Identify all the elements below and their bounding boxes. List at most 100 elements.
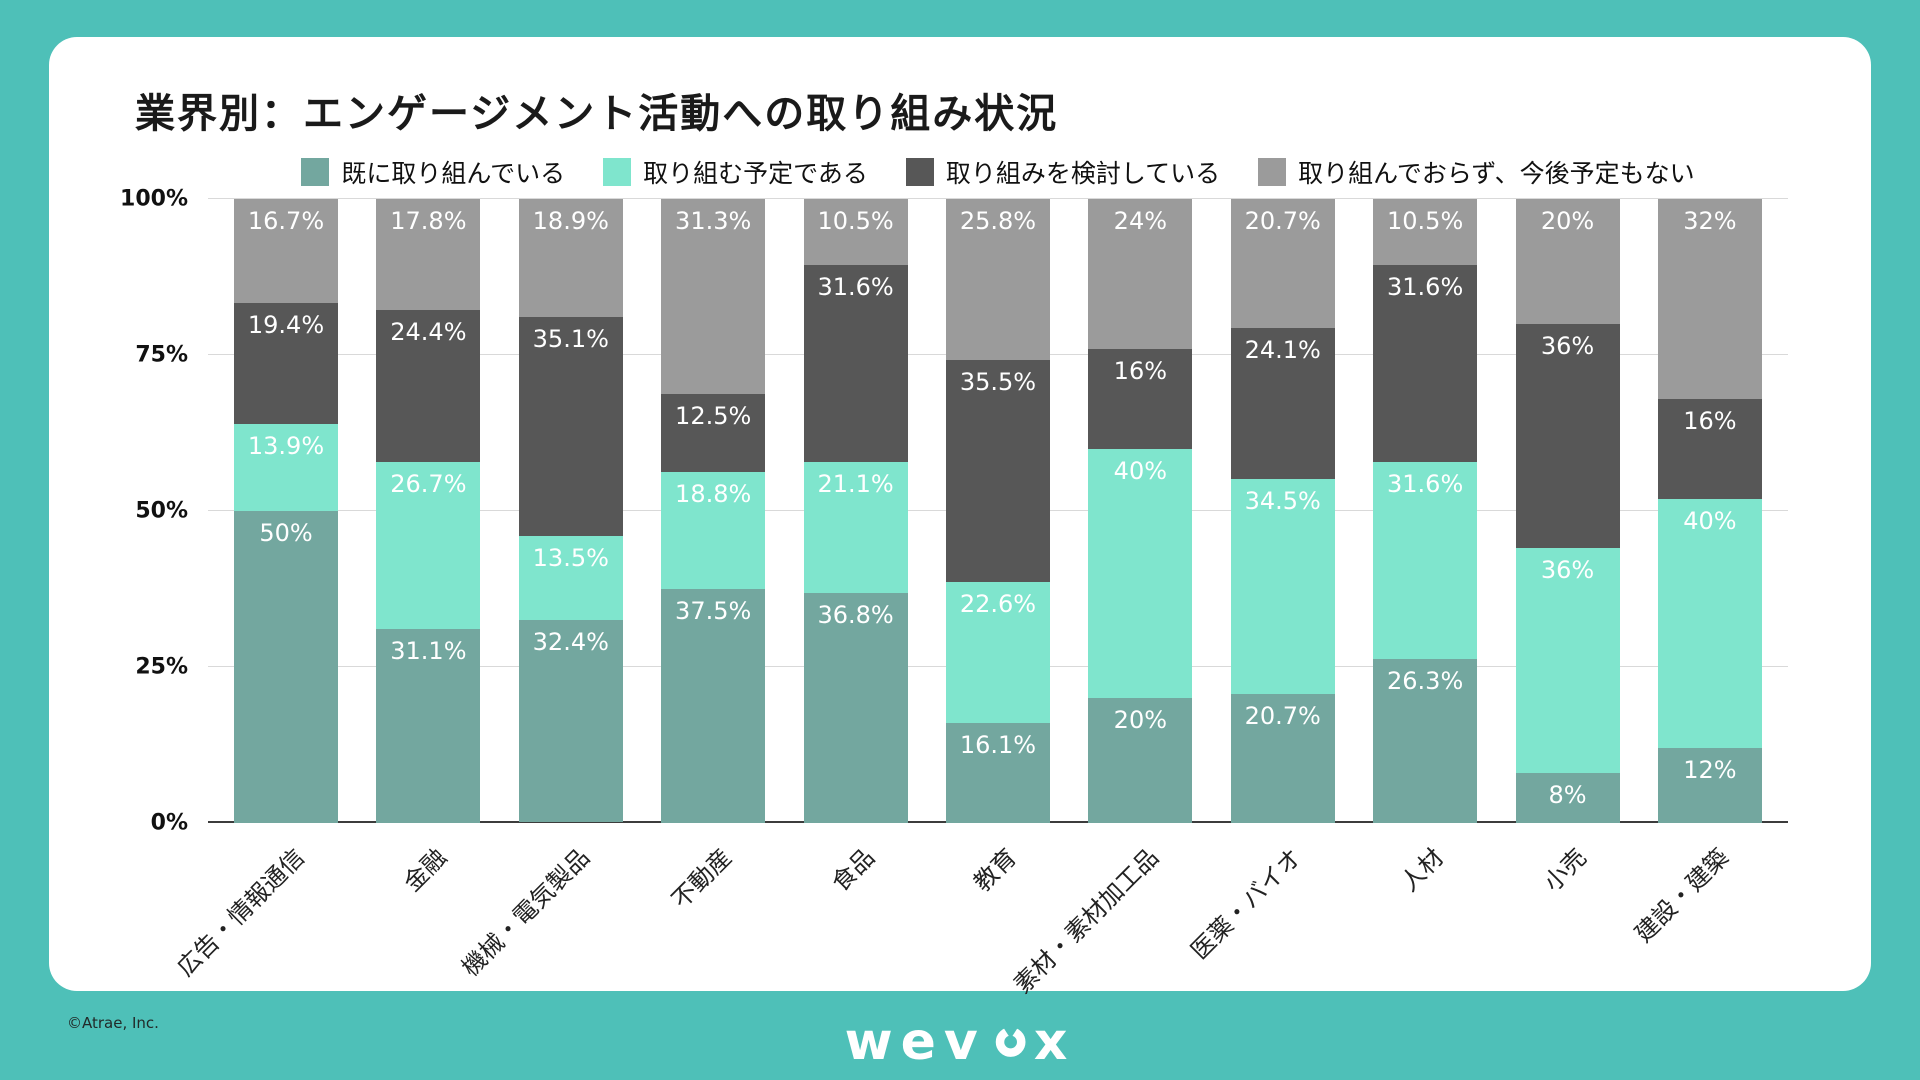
bar-segment: 16.1% <box>945 722 1050 823</box>
bar-segment: 16% <box>1088 348 1193 449</box>
segment-value-label: 20% <box>1540 207 1595 235</box>
bar-小売: 20% 36% 36% 8% 小売 <box>1515 199 1620 897</box>
segment-value-label: 25.8% <box>959 207 1037 235</box>
segment-value-label: 34.5% <box>1244 486 1321 515</box>
bar-segment: 19.4% <box>234 303 338 425</box>
segment-value-label: 26.3% <box>1387 666 1464 695</box>
bar-segment: 26.3% <box>1373 658 1478 823</box>
segment-value-label: 20.7% <box>1244 701 1321 730</box>
segment-value-label: 36% <box>1540 556 1595 585</box>
bar-segment: 25.8% <box>945 199 1050 360</box>
bar-segment: 20.7% <box>1230 693 1335 823</box>
bar-segment: 31.6% <box>803 264 908 462</box>
legend-item: 既に取り組んでいる <box>301 154 565 190</box>
legend-label: 既に取り組んでいる <box>341 159 566 188</box>
bar-segment: 40% <box>1088 448 1193 699</box>
bar-segment: 10.5% <box>803 199 908 265</box>
segment-value-label: 26.7% <box>390 470 467 499</box>
legend-label: 取り組みを検討している <box>945 159 1221 188</box>
gridline <box>208 198 1788 199</box>
bar-機械・電気製品: 18.9% 35.1% 13.5% 32.4% 機械・電気製品 <box>456 199 623 982</box>
legend-label: 取り組んでおらず、今後予定もない <box>1298 159 1695 188</box>
legend-item: 取り組みを検討している <box>905 154 1221 190</box>
chart-legend: 既に取り組んでいる 取り組む予定である 取り組みを検討している 取り組んでおらず、今後… <box>208 154 1788 190</box>
bar-医薬・バイオ: 20.7% 24.1% 34.5% 20.7% 医薬・バイオ <box>1185 199 1335 965</box>
segment-value-label: 20% <box>1113 706 1168 735</box>
segment-value-label: 31.6% <box>817 272 894 301</box>
segment-value-label: 31.1% <box>390 636 467 665</box>
chart-card: 業界別：エンゲージメント活動への取り組み状況 既に取り組んでいる 取り組む予定であ… <box>49 37 1871 999</box>
bar-segment: 22.6% <box>945 581 1050 723</box>
bar-segment: 35.5% <box>945 359 1050 582</box>
segment-value-label: 40% <box>1683 506 1737 535</box>
x-axis-label: 広告・情報通信 <box>171 843 311 982</box>
bar-素材・素材加工品: 24% 16% 40% 20% 素材・素材加工品 <box>1009 199 1193 999</box>
bar-segment: 13.9% <box>234 424 338 511</box>
legend-swatch <box>905 158 934 186</box>
segment-value-label: 16.1% <box>959 730 1037 759</box>
bar-segment: 31.6% <box>1373 461 1478 659</box>
segment-value-label: 35.5% <box>959 367 1037 396</box>
bar-segment: 36% <box>1515 548 1620 774</box>
bar-segment: 16% <box>1657 398 1762 499</box>
plot-area: 0% 25% 50% 75% 100% 16.7% 19.4% 13.9% 50% 広告・情報通信… <box>120 187 1788 999</box>
segment-value-label: 22.6% <box>959 589 1037 618</box>
segment-value-label: 17.8% <box>390 207 467 235</box>
x-axis-label: 小売 <box>1537 843 1592 897</box>
segment-value-label: 18.9% <box>532 207 609 235</box>
legend-item: 取り組む予定である <box>603 154 868 190</box>
copyright-text: ©Atrae, Inc. <box>67 1014 159 1032</box>
segment-value-label: 19.4% <box>247 311 325 340</box>
x-axis-label: 素材・素材加工品 <box>1008 843 1165 999</box>
bar-segment: 20% <box>1088 698 1193 823</box>
bar-食品: 10.5% 31.6% 21.1% 36.8% 食品 <box>803 199 908 897</box>
segment-value-label: 36% <box>1540 331 1595 360</box>
segment-value-label: 24.1% <box>1244 336 1321 365</box>
segment-value-label: 40% <box>1113 456 1168 485</box>
segment-value-label: 8% <box>1548 781 1587 810</box>
bar-segment: 12% <box>1657 748 1762 823</box>
bar-segment: 17.8% <box>376 199 481 311</box>
x-axis-label: 食品 <box>825 843 880 897</box>
segment-value-label: 16% <box>1683 406 1737 435</box>
bar-segment: 13.5% <box>518 535 623 621</box>
segment-value-label: 35.1% <box>532 324 609 353</box>
segment-value-label: 13.5% <box>532 543 609 572</box>
bar-segment: 32.4% <box>518 620 623 823</box>
bar-segment: 18.9% <box>518 199 623 317</box>
bar-segment: 24% <box>1088 199 1193 349</box>
bar-教育: 25.8% 35.5% 22.6% 16.1% 教育 <box>945 199 1050 897</box>
bar-segment: 24.1% <box>1230 328 1335 479</box>
bar-segment: 34.5% <box>1230 478 1335 694</box>
segment-value-label: 21.1% <box>817 469 894 498</box>
bar-segment: 36% <box>1515 323 1620 549</box>
bar-segment: 20% <box>1515 199 1620 324</box>
segment-value-label: 12% <box>1683 756 1737 785</box>
x-axis-label: 金融 <box>398 843 453 897</box>
bar-segment: 26.7% <box>376 462 481 629</box>
legend-swatch <box>603 158 632 186</box>
logo-text-x: x <box>1033 1012 1076 1072</box>
bar-segment: 31.3% <box>661 199 766 395</box>
segment-value-label: 32% <box>1683 207 1737 235</box>
bar-segment: 36.8% <box>803 593 908 823</box>
segment-value-label: 12.5% <box>675 402 752 431</box>
bar-segment: 8% <box>1515 773 1620 823</box>
bar-segment: 40% <box>1657 498 1762 749</box>
x-axis-label: 不動産 <box>666 843 738 914</box>
x-axis-label: 教育 <box>968 843 1022 897</box>
x-axis-label: 医薬・バイオ <box>1185 843 1307 965</box>
legend-item: 取り組んでおらず、今後予定もない <box>1258 154 1695 190</box>
segment-value-label: 10.5% <box>817 207 894 235</box>
bar-segment: 31.6% <box>1373 264 1478 462</box>
bar-広告・情報通信: 16.7% 19.4% 13.9% 50% 広告・情報通信 <box>171 199 338 982</box>
bar-segment: 32% <box>1657 199 1762 399</box>
segment-value-label: 20.7% <box>1244 207 1321 235</box>
logo-text-wev: wev <box>844 1012 986 1072</box>
bar-segment: 24.4% <box>376 310 481 463</box>
segment-value-label: 31.6% <box>1387 272 1464 301</box>
x-axis-label: 人材 <box>1395 843 1450 897</box>
y-tick-label: 75% <box>135 342 188 368</box>
segment-value-label: 24% <box>1113 207 1168 235</box>
bar-segment: 18.8% <box>661 472 766 590</box>
